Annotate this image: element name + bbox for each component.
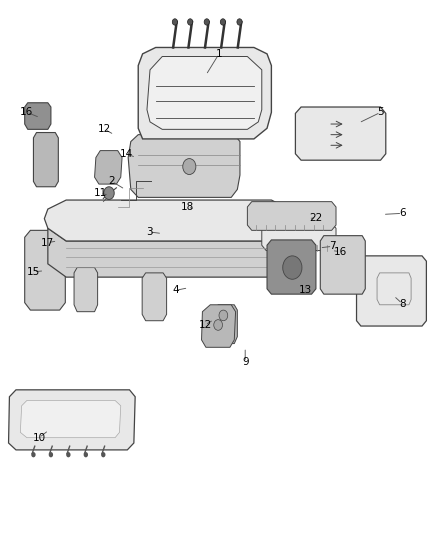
Text: 16: 16 xyxy=(20,107,34,117)
Text: 11: 11 xyxy=(94,188,107,198)
Circle shape xyxy=(220,19,226,25)
Text: 16: 16 xyxy=(334,247,347,256)
Text: 17: 17 xyxy=(41,238,54,247)
Polygon shape xyxy=(25,230,65,310)
Text: 12: 12 xyxy=(98,124,111,134)
Text: 12: 12 xyxy=(198,320,212,330)
Text: 18: 18 xyxy=(181,202,194,212)
Circle shape xyxy=(237,19,242,25)
Polygon shape xyxy=(147,56,262,130)
Circle shape xyxy=(214,320,223,330)
Polygon shape xyxy=(25,103,51,130)
Polygon shape xyxy=(247,201,336,230)
Circle shape xyxy=(66,452,71,457)
Text: 13: 13 xyxy=(299,286,312,295)
Circle shape xyxy=(104,187,114,199)
Circle shape xyxy=(183,159,196,174)
Text: 4: 4 xyxy=(172,286,179,295)
Text: 8: 8 xyxy=(399,298,406,309)
Polygon shape xyxy=(74,268,98,312)
Text: 10: 10 xyxy=(32,433,46,443)
Polygon shape xyxy=(267,240,316,294)
Polygon shape xyxy=(44,200,292,241)
Polygon shape xyxy=(9,390,135,450)
Polygon shape xyxy=(357,256,426,326)
Text: 15: 15 xyxy=(27,267,40,277)
Text: 14: 14 xyxy=(120,149,133,159)
Polygon shape xyxy=(262,224,336,251)
Text: 5: 5 xyxy=(377,107,384,117)
Text: 7: 7 xyxy=(329,241,336,251)
Circle shape xyxy=(84,452,88,457)
Polygon shape xyxy=(33,133,58,187)
Circle shape xyxy=(101,452,106,457)
Polygon shape xyxy=(142,273,166,321)
Polygon shape xyxy=(201,305,236,348)
Polygon shape xyxy=(215,305,237,344)
Circle shape xyxy=(187,19,193,25)
Polygon shape xyxy=(95,151,122,184)
Text: 6: 6 xyxy=(399,208,406,219)
Circle shape xyxy=(172,19,177,25)
Circle shape xyxy=(31,452,35,457)
Text: 1: 1 xyxy=(215,49,223,59)
Circle shape xyxy=(283,256,302,279)
Text: 22: 22 xyxy=(309,213,322,223)
Text: 9: 9 xyxy=(242,357,248,367)
Polygon shape xyxy=(138,47,272,139)
Polygon shape xyxy=(48,228,289,277)
Circle shape xyxy=(219,310,228,321)
Polygon shape xyxy=(20,400,121,438)
Polygon shape xyxy=(128,135,240,197)
Polygon shape xyxy=(295,107,386,160)
Text: 3: 3 xyxy=(146,227,152,237)
Text: 2: 2 xyxy=(109,176,115,187)
Polygon shape xyxy=(320,236,365,294)
Circle shape xyxy=(49,452,53,457)
Circle shape xyxy=(204,19,209,25)
